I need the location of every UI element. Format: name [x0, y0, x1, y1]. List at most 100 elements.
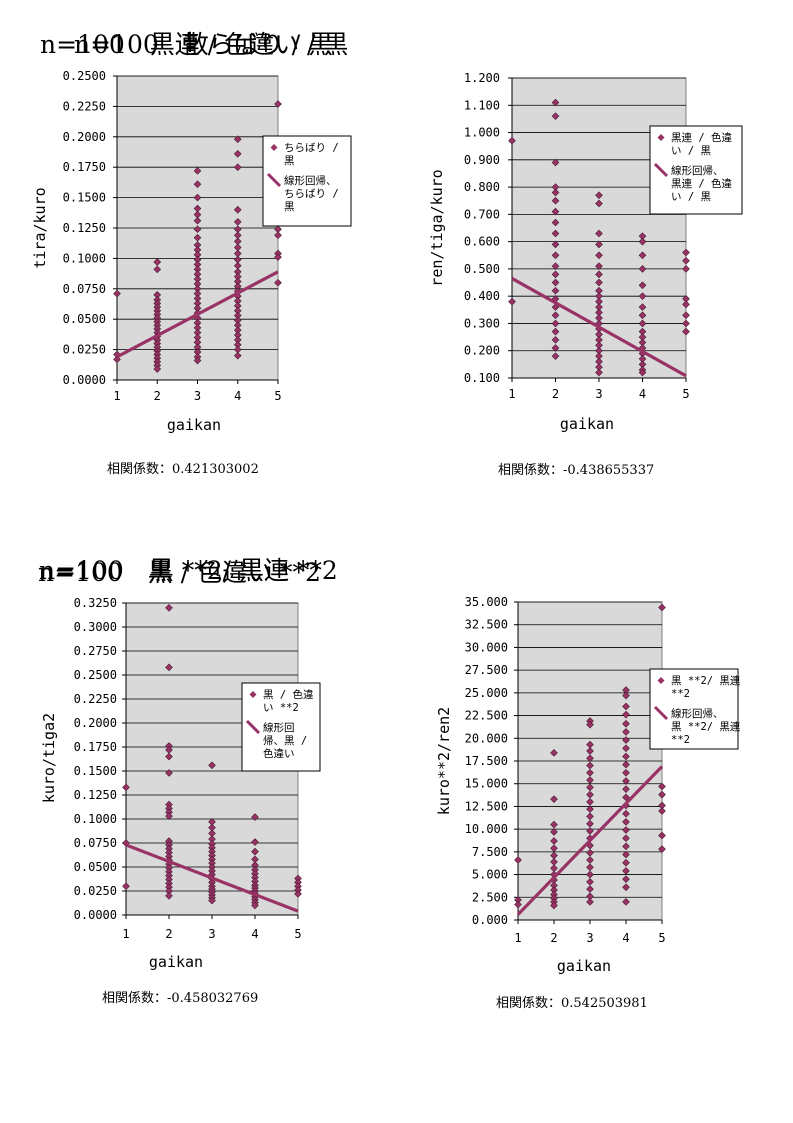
data-point	[682, 300, 690, 309]
y-tick-label: 0.600	[464, 235, 500, 249]
y-tick-label: 0.0000	[63, 373, 106, 387]
y-tick-label: 0.2250	[63, 99, 106, 113]
y-tick-label: 17.500	[465, 754, 508, 768]
data-point	[153, 365, 162, 373]
chart-svg: n=100 散らばり / 黒 0.0000 0.0250 0.0500 0.0750 0.…	[31, 30, 352, 434]
legend-line-marker	[266, 172, 282, 188]
legend-entry-text: い / 黒	[671, 145, 711, 157]
y-tick-label: 0.0500	[63, 312, 106, 326]
legend-entry-text: い **2	[263, 702, 299, 714]
data-point	[682, 265, 690, 273]
y-tick-label: 0.0250	[63, 343, 106, 357]
data-point	[514, 856, 522, 864]
legend-entry-text: 黒	[284, 201, 295, 213]
y-axis-label: ren/tiga/kuro	[428, 169, 446, 286]
x-tick-label: 5	[274, 389, 281, 403]
correlation-label: 相関係数：0.542503981	[496, 996, 648, 1011]
data-point	[622, 760, 630, 769]
y-tick-label: 0.400	[464, 289, 500, 303]
data-point	[622, 842, 630, 851]
data-point	[622, 867, 630, 875]
chart-svg: n=100 黒連 / 色違い / 黒 0.100 0.200 0.300 0.400 0.…	[40, 30, 743, 433]
x-axis-label: gaikan	[557, 957, 611, 975]
y-tick-label: 0.0250	[74, 884, 117, 898]
data-point	[551, 207, 560, 216]
x-axis-label: gaikan	[167, 416, 221, 434]
data-point	[294, 890, 302, 898]
x-tick-label: 2	[154, 389, 161, 403]
chart-scatter-kuro2-ren2: n=100 黒 **2/ 黒連 **2 0.000 2.500 5.000 7.500 1…	[39, 540, 793, 1030]
y-tick-label: 35.000	[465, 595, 508, 609]
data-point	[193, 193, 202, 202]
data-point	[165, 769, 173, 777]
data-point	[586, 848, 594, 857]
legend-entry-text: 線形回	[263, 721, 295, 734]
data-point	[551, 352, 560, 361]
x-tick-label: 5	[658, 931, 665, 945]
data-point	[622, 809, 630, 818]
data-point	[622, 752, 630, 761]
data-point	[153, 258, 162, 266]
y-tick-label: 0.3000	[74, 620, 117, 634]
legend-box	[262, 135, 352, 227]
y-tick-label: 0.1750	[74, 740, 117, 754]
chart-title: n=100 黒連 / 色違い / 黒	[40, 30, 348, 59]
data-point	[551, 218, 560, 227]
data-point	[658, 782, 666, 791]
y-tick-label: 25.000	[465, 686, 508, 700]
data-point	[622, 710, 630, 719]
data-point	[233, 163, 242, 172]
y-tick-label: 10.000	[465, 822, 508, 836]
y-tick-label: 2.500	[472, 890, 508, 904]
data-point	[508, 297, 516, 306]
y-tick-label: 0.0750	[63, 282, 106, 296]
y-tick-label: 1.000	[464, 126, 500, 140]
data-point	[550, 795, 558, 803]
data-point	[638, 281, 647, 290]
legend-marker	[270, 144, 278, 151]
legend-entry-text: 線形回帰、	[671, 707, 724, 720]
x-tick-label: 2	[550, 931, 557, 945]
data-point	[682, 256, 690, 265]
legend-entry-text: **2	[671, 688, 690, 700]
data-point	[274, 253, 282, 262]
data-point	[622, 736, 630, 744]
data-point	[622, 834, 630, 843]
data-point	[595, 278, 603, 287]
data-point	[638, 311, 647, 320]
data-point	[233, 135, 242, 144]
data-point	[122, 882, 130, 891]
data-point	[586, 819, 594, 828]
y-tick-label: 0.0000	[74, 908, 117, 922]
data-point	[551, 158, 560, 167]
data-point	[682, 311, 690, 320]
chart-scatter-kuro-tiga2: n=100 黒 / 色違い **2 0.0000 0.0250 0.0500 0.075…	[0, 540, 400, 1030]
y-tick-label: 0.2250	[74, 692, 117, 706]
x-tick-label: 3	[595, 387, 602, 401]
legend-entry-text: い / 黒	[671, 191, 711, 203]
legend-entry-text: 黒 **2/ 黒連	[671, 720, 741, 733]
data-point	[586, 720, 594, 729]
data-point	[274, 231, 282, 240]
x-tick-label: 1	[122, 927, 129, 941]
data-point	[551, 286, 560, 295]
y-tick-label: 0.2750	[74, 644, 117, 658]
data-point	[586, 805, 594, 813]
data-point	[682, 327, 690, 336]
data-point	[638, 319, 647, 328]
correlation-label: 相関係数：-0.458032769	[102, 991, 259, 1006]
y-tick-label: 0.500	[464, 262, 500, 276]
data-point	[153, 265, 162, 274]
data-point	[658, 831, 666, 840]
y-tick-label: 0.3250	[74, 596, 117, 610]
x-tick-label: 3	[586, 931, 593, 945]
y-tick-label: 32.500	[465, 618, 508, 632]
data-point	[622, 691, 630, 700]
data-point	[113, 355, 121, 364]
data-point	[550, 828, 558, 836]
legend-entry-text: 黒連 / 色違	[671, 131, 732, 144]
legend-entry-text: 黒 **2/ 黒連	[671, 674, 741, 687]
x-tick-label: 5	[682, 387, 689, 401]
data-point	[586, 790, 594, 799]
data-point	[551, 344, 560, 352]
